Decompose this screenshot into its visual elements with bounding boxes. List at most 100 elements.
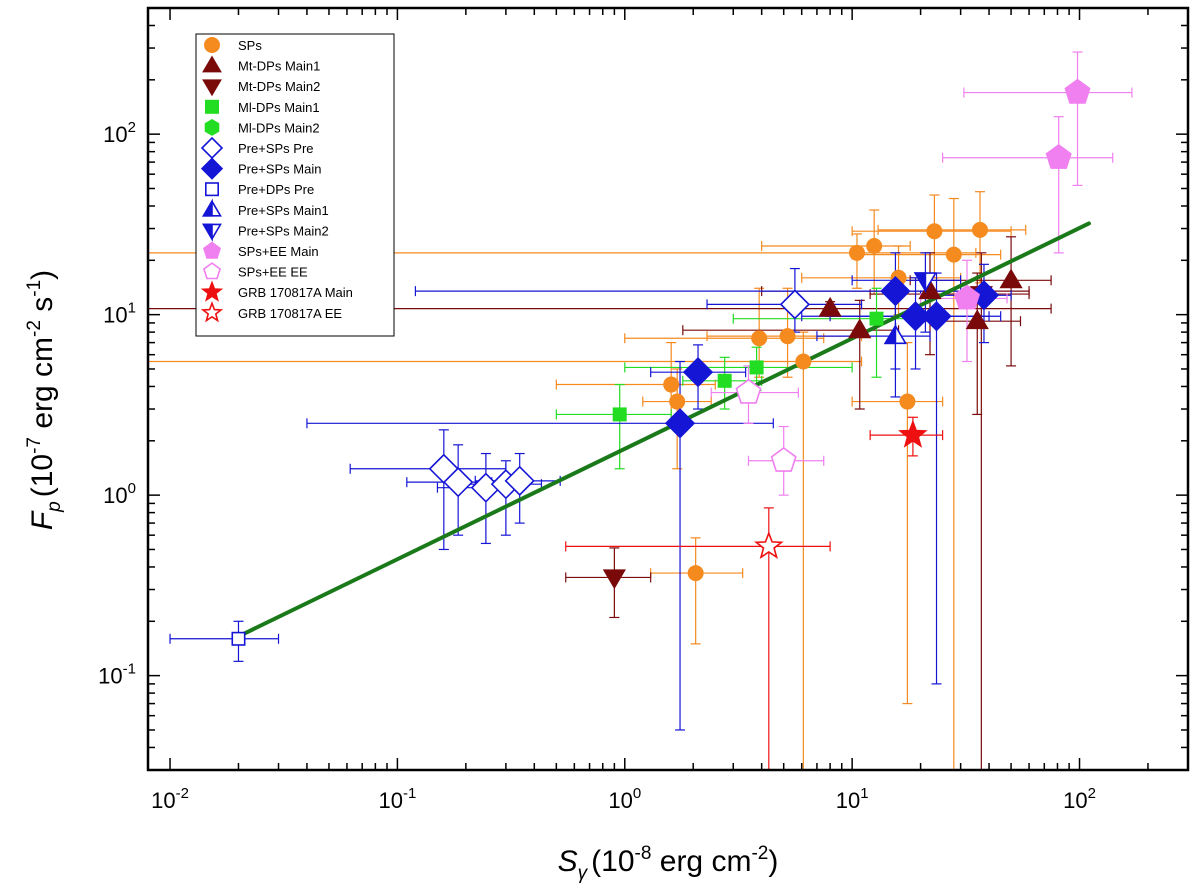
errorbar-s13-p0 [565,507,831,771]
legend-label: Pre+DPs Pre [238,182,314,197]
legend-marker [202,79,222,97]
axis-ticks [148,7,1189,771]
point-s0-p10 [945,246,962,263]
y-tick-label: 101 [103,300,136,328]
errorbar-s0-p0 [555,342,716,424]
legend-item: Pre+DPs Pre [205,182,314,197]
point-s8-p0-half [883,323,897,345]
errorbar-s0-p11 [877,191,1027,284]
point-s0-p2 [687,565,704,582]
point-s0-p8 [899,393,916,410]
x-tick-label: 10-1 [378,785,416,813]
x-tick-label: 100 [608,785,641,813]
legend-label: Pre+SPs Main [238,162,321,177]
point-s0-p12 [848,244,865,261]
legend-marker [204,118,220,136]
legend-item: SPs+EE EE [202,262,308,280]
legend-label: GRB 170817A EE [238,306,342,321]
errorbar-s6-p0 [306,360,774,731]
point-s13-p0 [754,530,784,560]
point-s1-p2 [965,309,989,330]
legend-items: SPs Mt-DPs Main1 Mt-DPs Main2 Ml-DPs Main1 M… [200,36,353,323]
x-axis-title: Sγ (10-8 erg cm-2) [558,843,779,884]
legend-label: SPs+EE Main [238,244,319,259]
legend-item: Mt-DPs Main2 [202,79,320,97]
point-s0-p4 [779,328,796,345]
errorbar-s7-p0 [169,620,280,662]
legend: SPs Mt-DPs Main1 Mt-DPs Main2 Ml-DPs Main1 M… [195,33,395,337]
x-tick-label: 101 [836,785,869,813]
legend-marker [202,55,222,73]
legend-item: Pre+SPs Main2 [202,223,329,242]
errorbar-s10-p2 [963,51,1133,187]
legend-item: Mt-DPs Main1 [202,55,320,74]
point-s6-p4 [921,301,952,332]
point-s10-p2 [1064,78,1091,104]
fit-line [236,221,1091,639]
point-s1-p4 [818,296,842,317]
legend-item: Pre+SPs Pre [200,136,314,160]
legend-label: Pre+SPs Main2 [238,223,329,238]
point-s8-p0 [883,323,908,345]
legend-marker [200,157,224,180]
point-s10-p1 [1045,144,1072,169]
errorbar-s6-p2 [414,252,962,370]
legend-marker [202,241,222,259]
point-s3-p0 [612,407,627,422]
point-s11-p0 [735,378,762,404]
legend-label: SPs+EE EE [238,265,308,280]
legend-box [195,33,395,337]
point-s1-p3 [999,268,1023,289]
legend-label: Ml-DPs Main2 [238,120,320,135]
point-s0-p1 [669,393,686,410]
legend-marker [204,36,221,53]
y-tick-label: 100 [103,480,136,508]
legend-item: Pre+SPs Main1 [202,198,329,218]
legend-label: Mt-DPs Main2 [238,79,320,94]
legend-marker [205,99,220,114]
point-s5-p1 [443,467,474,498]
legend-marker [205,182,220,197]
plot-frame [146,6,1190,772]
point-s10-p0 [953,284,981,310]
legend-label: GRB 170817A Main [238,285,353,300]
legend-label: Pre+SPs Main1 [238,203,329,218]
x-tick-label: 102 [1063,785,1096,813]
point-s7-p0 [231,631,246,646]
legend-item: Pre+SPs Main [200,157,321,180]
legend-marker-half [202,223,213,242]
point-s1-p0 [848,318,872,339]
point-s9-p0-half [913,272,927,294]
x-tick-label: 10-2 [151,785,189,813]
legend-marker [200,301,224,323]
point-s6-p2 [880,275,911,307]
point-s3-p2 [749,360,764,375]
y-tick-label: 10-1 [98,661,136,689]
errorbar-s2-p0 [565,547,652,619]
legend-marker [202,223,222,242]
point-s12-p0 [898,419,928,448]
point-s0-p3 [751,330,768,347]
y-tick-label: 102 [103,119,136,147]
point-s3-p1 [717,373,732,388]
tick-labels: 10-2 10-1 100 101 102 10-1 100 101 102 [98,119,1096,813]
point-s2-p0 [602,569,626,590]
point-s0-p0 [663,376,680,393]
legend-marker-half [202,198,213,217]
legend-marker [202,262,222,280]
legend-label: Mt-DPs Main1 [238,59,320,74]
legend-item: GRB 170817A EE [200,301,342,323]
point-s11-p1 [770,447,797,472]
point-s5-p5 [779,289,811,320]
legend-label: Pre+SPs Pre [238,141,314,156]
point-s5-p4 [504,465,535,496]
point-s0-p11 [971,221,988,238]
errorbar-s10-p1 [942,116,1114,254]
point-s0-p5 [795,353,812,370]
y-axis-title: Fp(10-7 erg cm-2 s-1) [24,270,65,530]
legend-marker [202,198,222,217]
fit-line-group [236,221,1091,639]
point-s9-p0 [913,272,938,294]
legend-marker [200,280,224,302]
